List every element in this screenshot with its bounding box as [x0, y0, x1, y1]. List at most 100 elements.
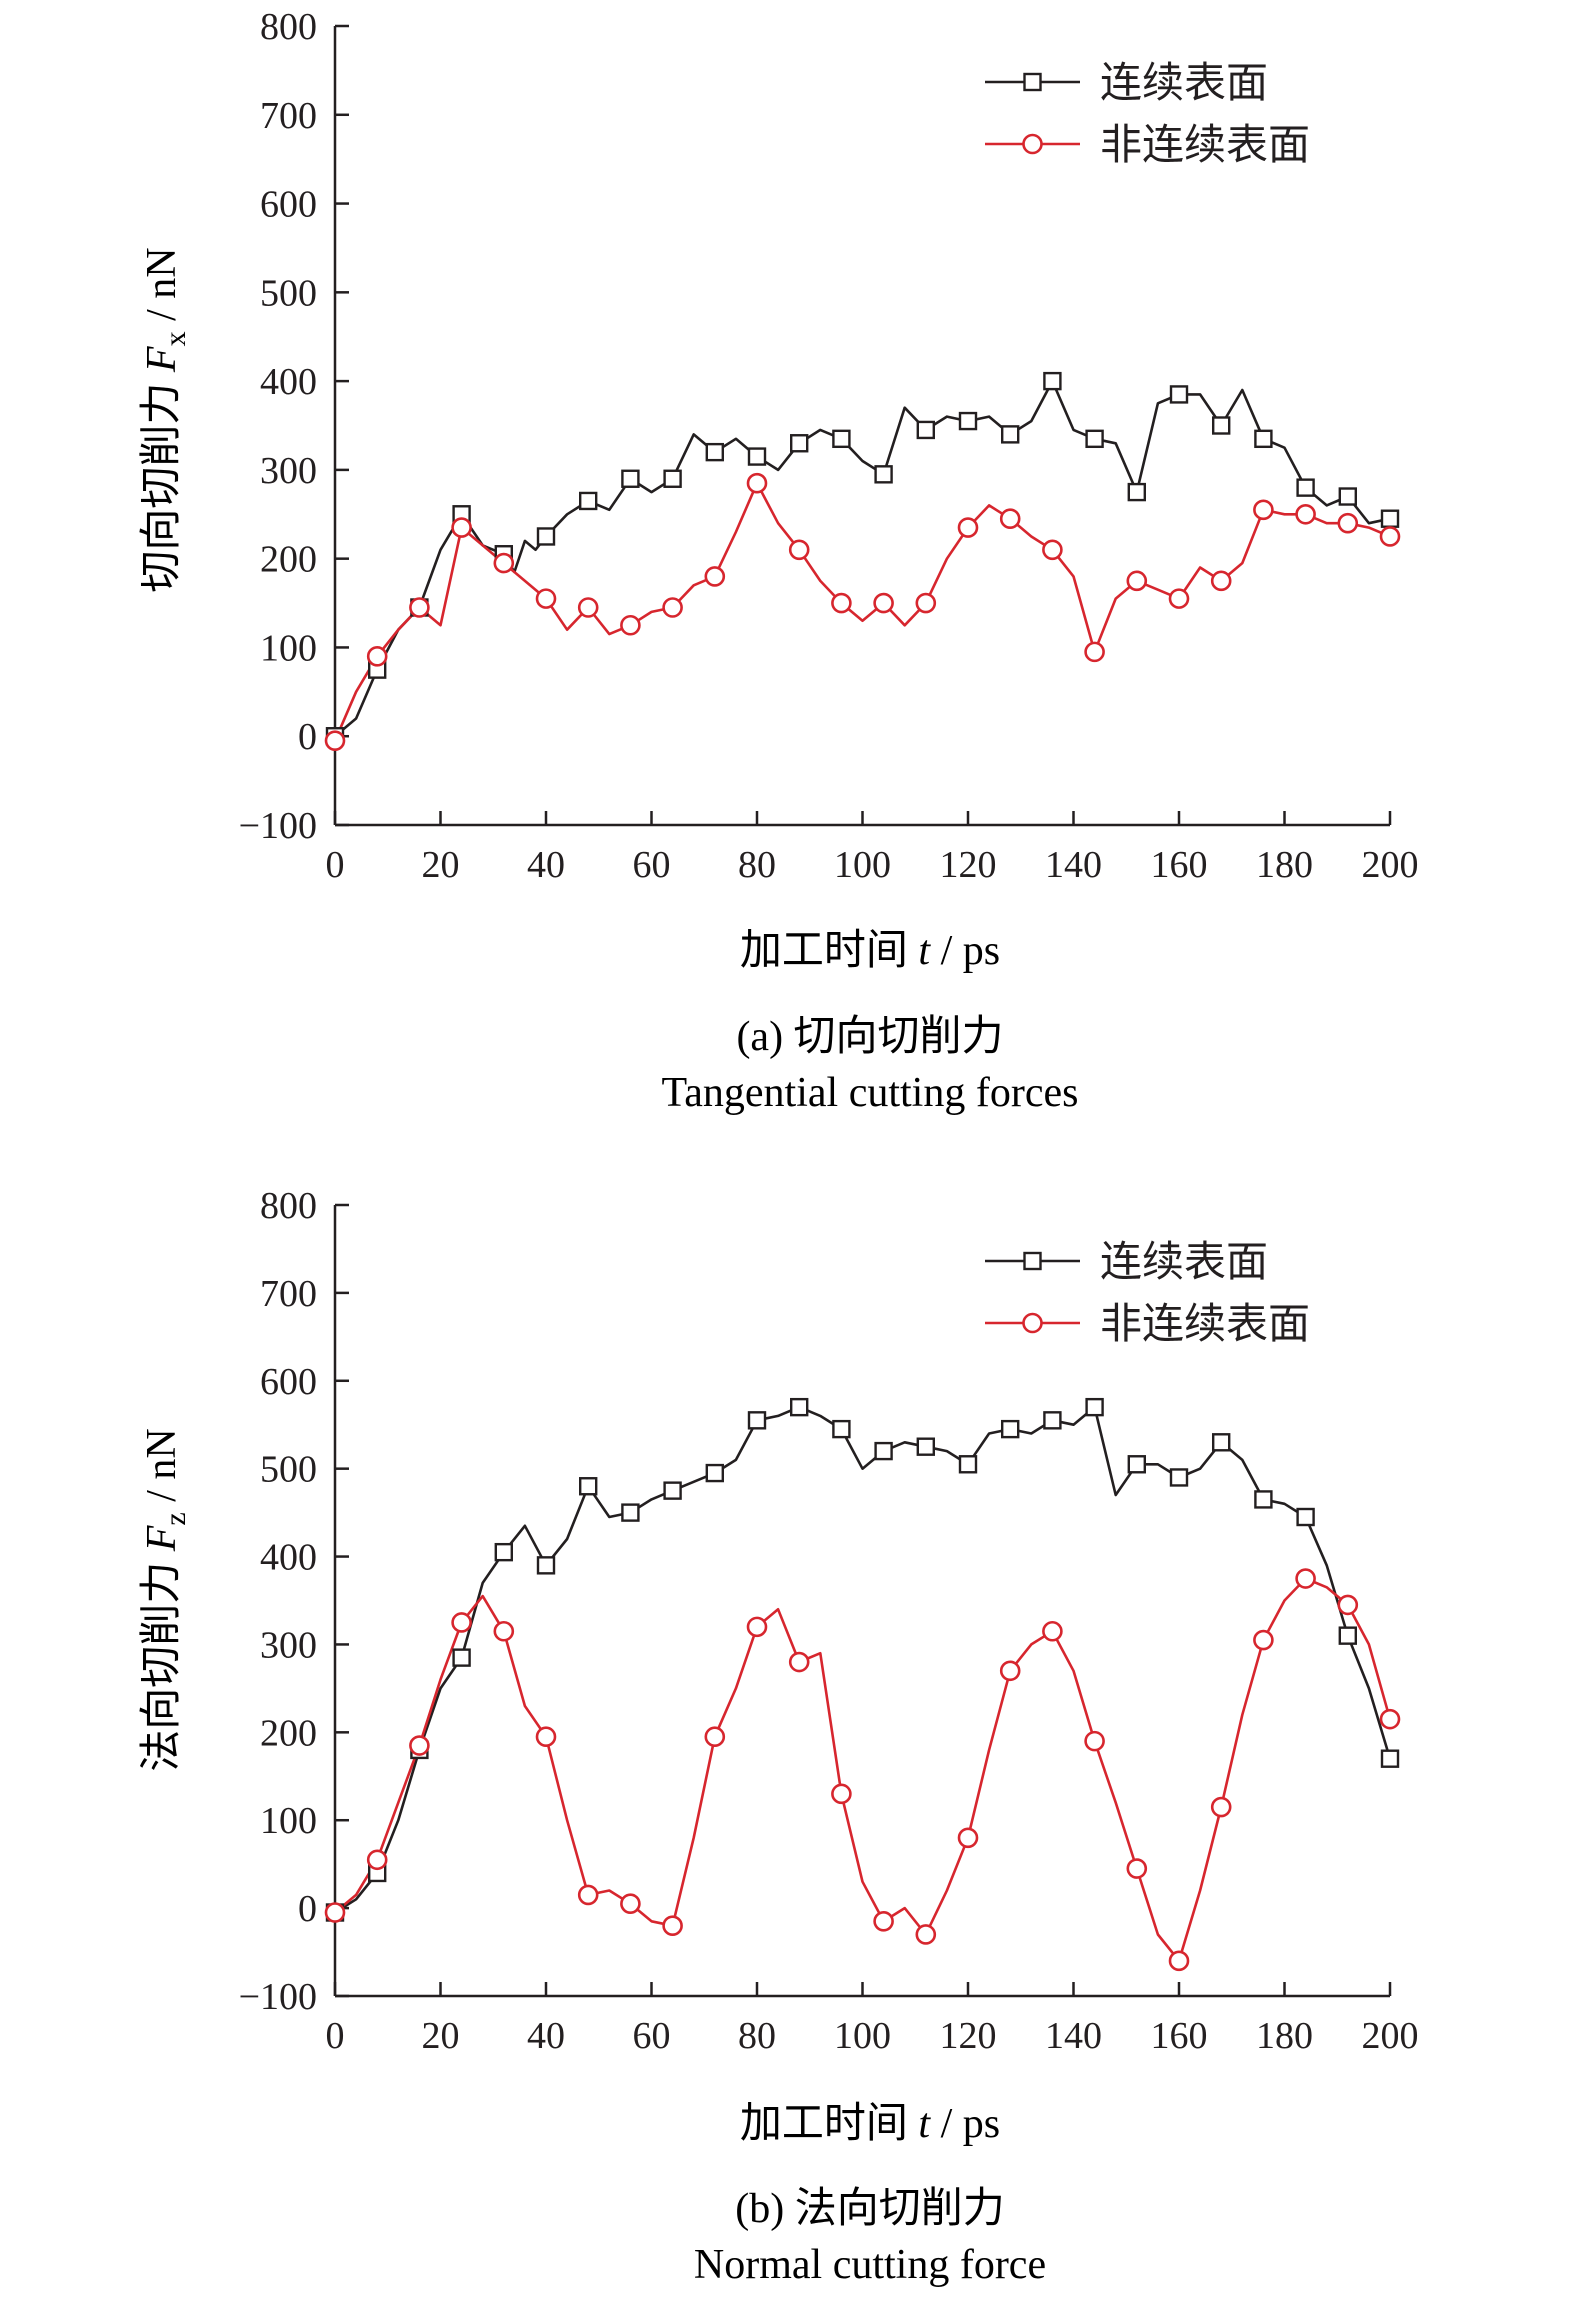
data-point-square — [1127, 482, 1147, 502]
series-line-discontinuous — [333, 481, 1391, 742]
data-point-circle — [1379, 526, 1401, 547]
x-tick-label: 0 — [326, 2015, 345, 2057]
data-point-circle — [662, 1915, 683, 1936]
data-point-circle — [1126, 570, 1148, 592]
x-tick-label: 80 — [738, 2015, 776, 2057]
data-point-square — [1001, 425, 1020, 444]
data-point-circle — [1337, 1594, 1359, 1616]
data-point-circle — [451, 517, 472, 538]
data-point-square — [1085, 429, 1104, 449]
data-point-circle — [831, 1783, 852, 1805]
data-point-circle — [366, 646, 388, 667]
y-tick-label: 600 — [260, 184, 317, 226]
data-point-circle — [746, 1616, 768, 1638]
caption-en-a: Tangential cutting forces — [662, 1070, 1079, 1116]
y-tick-label: −100 — [239, 805, 317, 847]
data-point-square — [1380, 1749, 1400, 1768]
data-point-square — [790, 434, 809, 453]
y-tick-label: 300 — [260, 450, 317, 492]
data-point-circle — [366, 1849, 388, 1871]
data-point-circle — [788, 539, 810, 561]
y-axis-label-b: 法向切削力 Fz / nN — [139, 1428, 192, 1772]
data-point-circle — [999, 508, 1021, 530]
data-point-circle — [1379, 1708, 1401, 1730]
data-point-square — [579, 491, 598, 511]
data-point-circle — [620, 1893, 641, 1915]
y-tick-label: 700 — [260, 1273, 317, 1315]
data-point-circle — [577, 597, 599, 618]
data-point-circle — [324, 730, 346, 751]
data-point-circle — [535, 588, 557, 609]
x-tick-label: 140 — [1045, 844, 1102, 886]
data-point-circle — [957, 1827, 979, 1849]
x-axis-label-b: 加工时间 t / ps — [740, 2101, 1000, 2147]
y-tick-label: 400 — [260, 1537, 317, 1579]
data-point-circle — [704, 566, 726, 587]
data-point-circle — [999, 1660, 1021, 1682]
data-point-square — [1380, 509, 1400, 528]
data-point-square — [874, 1441, 893, 1461]
caption-en-b: Normal cutting force — [694, 2242, 1046, 2288]
y-tick-label: 100 — [260, 1800, 317, 1842]
y-tick-label: −100 — [239, 1976, 317, 2018]
data-point-square — [747, 447, 767, 466]
legend-marker-circle — [1022, 1312, 1043, 1334]
legend-label: 连续表面 — [1100, 1240, 1268, 1286]
data-point-square — [1254, 1490, 1273, 1509]
legend-marker-square — [1023, 72, 1042, 92]
x-tick-label: 100 — [834, 2015, 891, 2057]
x-tick-label: 20 — [422, 844, 460, 886]
x-axis-label-a: 加工时间 t / ps — [740, 928, 1000, 974]
data-point-circle — [788, 1651, 810, 1673]
data-point-square — [1043, 1411, 1062, 1430]
x-tick-label: 120 — [940, 2015, 997, 2057]
series-line-discontinuous — [334, 1577, 1392, 1963]
data-point-square — [621, 469, 640, 488]
data-point-circle — [662, 597, 683, 618]
data-point-circle — [493, 552, 515, 574]
y-tick-label: 0 — [298, 1888, 317, 1930]
data-point-square — [958, 1455, 978, 1474]
data-point-square — [705, 1463, 724, 1483]
x-tick-label: 80 — [738, 844, 776, 886]
y-tick-label: 0 — [298, 716, 317, 758]
data-point-square — [663, 469, 682, 488]
data-point-square — [536, 527, 556, 546]
y-tick-label: 800 — [260, 1185, 317, 1227]
y-tick-label: 500 — [260, 272, 317, 314]
data-point-square — [1169, 1468, 1189, 1487]
data-point-circle — [915, 592, 937, 614]
data-point-square — [1211, 1433, 1231, 1452]
data-point-square — [1296, 1507, 1315, 1527]
data-point-square — [1043, 371, 1062, 391]
legend-marker-square — [1023, 1251, 1042, 1271]
data-point-circle — [1295, 1568, 1316, 1589]
legend-label: 非连续表面 — [1100, 1302, 1310, 1348]
data-point-square — [1254, 429, 1273, 449]
data-point-square — [1296, 478, 1315, 497]
data-point-circle — [1295, 503, 1316, 525]
y-tick-label: 100 — [260, 627, 317, 669]
x-tick-label: 100 — [834, 844, 891, 886]
data-point-square — [958, 411, 978, 431]
data-point-square — [705, 442, 724, 462]
x-tick-label: 160 — [1151, 844, 1208, 886]
y-tick-label: 700 — [260, 95, 317, 137]
data-point-square — [1338, 487, 1358, 506]
data-point-circle — [451, 1612, 472, 1633]
data-point-circle — [1168, 1950, 1190, 1972]
x-tick-label: 200 — [1362, 844, 1419, 886]
data-point-circle — [620, 614, 641, 636]
data-point-circle — [409, 1735, 430, 1756]
x-tick-label: 20 — [422, 2015, 460, 2057]
data-point-square — [916, 420, 935, 440]
series-line-continuous — [334, 379, 1391, 738]
data-point-circle — [873, 592, 894, 614]
data-point-circle — [577, 1884, 599, 1906]
y-tick-label: 200 — [260, 539, 317, 581]
data-point-circle — [873, 1910, 894, 1932]
data-point-circle — [409, 597, 430, 618]
